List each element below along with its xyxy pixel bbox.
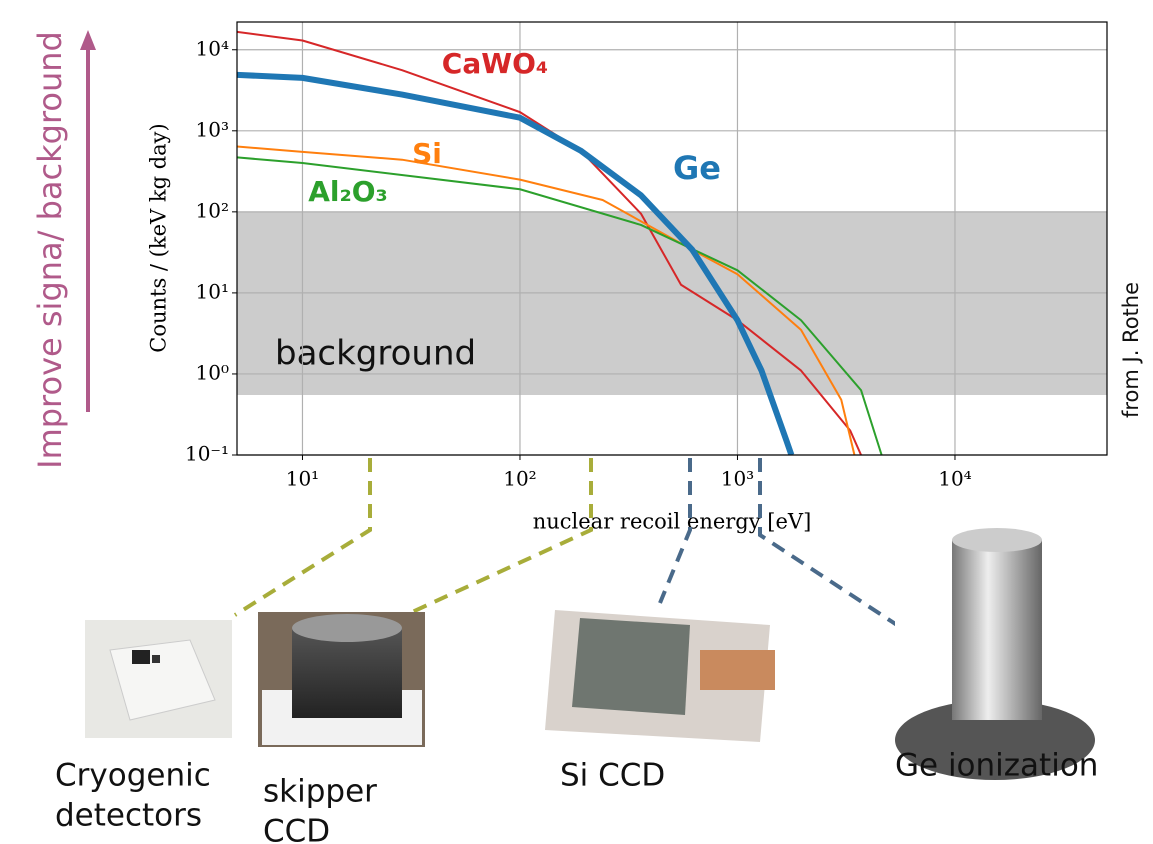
plot-frame (236, 21, 1108, 456)
photo-cryogenic (85, 620, 232, 738)
line (237, 71, 795, 455)
photo-caption: detectors (55, 798, 202, 834)
plot: background 10⁻¹ 10⁰ 10¹ 10² 10³ 10⁴ 10¹ 10² 10³ 10… (147, 21, 1108, 534)
photo-ge (895, 525, 1095, 780)
connector (409, 458, 593, 615)
series-label: CaWO₄ (442, 47, 548, 80)
y-axis-label: Counts / (keV kg day) (147, 123, 171, 352)
series-label: Si (412, 137, 442, 170)
photo-caption: Si CCD (560, 758, 665, 794)
y-tick-label: 10³ (196, 117, 229, 141)
photo-caption: Ge ionization (895, 748, 1098, 784)
credit: from J. Rothe (1119, 282, 1143, 418)
line (237, 145, 856, 455)
y-tick-label: 10⁻¹ (185, 442, 229, 466)
connector (233, 458, 372, 617)
series-label: Al₂O₃ (308, 175, 388, 208)
connector (758, 458, 937, 652)
x-axis-label: nuclear recoil energy [eV] (533, 510, 812, 534)
x-tick-label: 10⁴ (938, 467, 971, 491)
side-label: Improve signa/ background (31, 31, 69, 469)
captions: Cryogenic detectors skipper CCD Si CCD Ge ion… (55, 748, 1098, 844)
line (237, 30, 862, 455)
series-label: Ge (673, 149, 721, 187)
connector (658, 458, 692, 604)
band-label: background (275, 334, 476, 374)
photo-caption: CCD (263, 814, 330, 844)
photo-si-ccd (545, 610, 775, 742)
y-tick-label: 10⁰ (196, 360, 229, 384)
photo-caption: skipper (263, 774, 377, 810)
background-band (237, 211, 1107, 395)
x-tick-label: 10² (503, 467, 536, 491)
x-tick-label: 10³ (721, 467, 754, 491)
connectors (233, 458, 937, 652)
x-tick-label: 10¹ (286, 467, 319, 491)
y-tick-label: 10⁴ (196, 36, 229, 60)
photo-caption: Cryogenic (55, 758, 211, 794)
arrow-head (80, 30, 96, 50)
y-tick-label: 10¹ (196, 279, 229, 303)
photo-skipper (258, 612, 425, 747)
y-tick-label: 10² (196, 198, 229, 222)
